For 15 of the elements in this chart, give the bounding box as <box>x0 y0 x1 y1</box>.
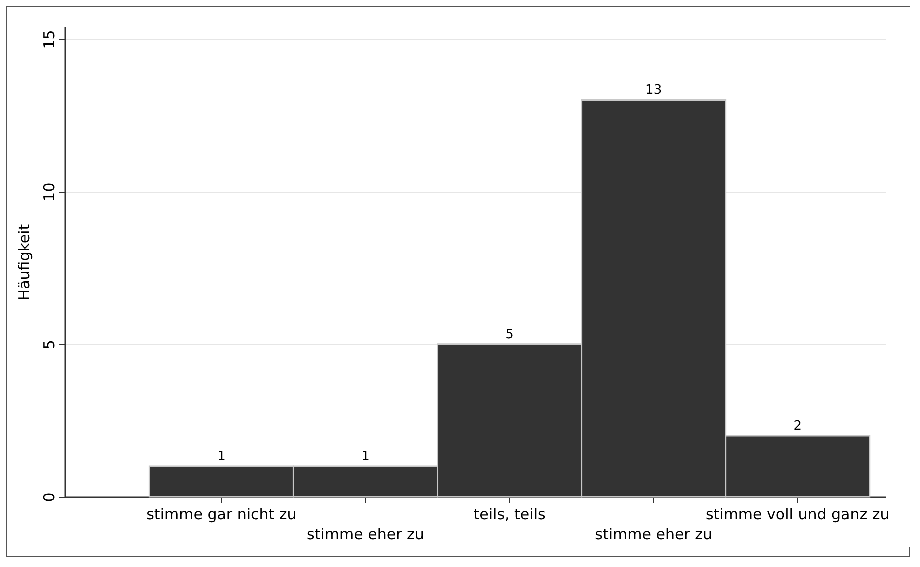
x-tick-label: stimme voll und ganz zu <box>706 506 890 524</box>
y-tick-label: 15 <box>40 30 58 50</box>
data-label: 1 <box>362 449 370 464</box>
x-tick-label: stimme eher zu <box>595 526 713 544</box>
x-tick-label: teils, teils <box>474 506 546 524</box>
data-label: 13 <box>646 83 662 98</box>
x-tick-label: stimme eher zu <box>307 526 424 544</box>
y-tick-label: 5 <box>40 340 58 350</box>
data-label: 5 <box>506 327 514 342</box>
y-tick-label: 10 <box>40 182 58 202</box>
y-axis-title: Häufigkeit <box>16 224 34 301</box>
data-label: 1 <box>218 449 226 464</box>
y-tick-label: 0 <box>40 492 58 502</box>
x-tick-label: stimme gar nicht zu <box>146 506 297 524</box>
data-label: 2 <box>794 418 802 434</box>
